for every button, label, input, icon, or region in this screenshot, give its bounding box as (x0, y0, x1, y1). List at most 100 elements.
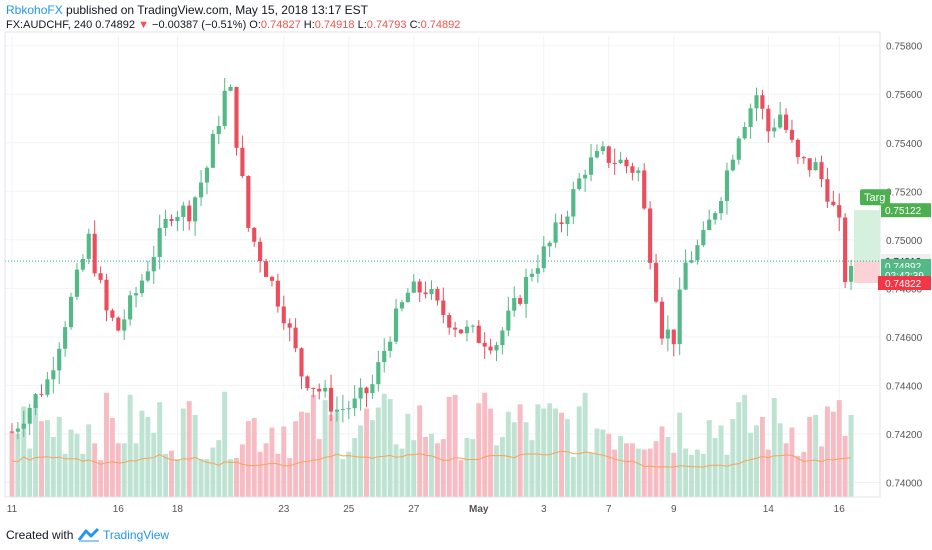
candle-body (328, 387, 334, 412)
symbol-name: FX:AUDCHF, 240 (6, 19, 93, 31)
volume-bar (671, 452, 677, 497)
volume-bar (724, 454, 730, 497)
author-link[interactable]: RbkohoFX (6, 3, 63, 17)
candle-body (819, 162, 824, 180)
x-tick-label: 16 (834, 504, 846, 515)
volume-bar (216, 440, 222, 497)
candle-body (837, 205, 842, 218)
candle-body (825, 179, 830, 202)
volume-bar (523, 422, 529, 497)
volume-bar (245, 421, 251, 497)
candlesticks (5, 77, 880, 440)
candle-body (116, 317, 121, 331)
low-label: L: (357, 19, 367, 31)
volume-bar (659, 426, 665, 497)
candle-body (571, 189, 576, 217)
candle-body (648, 208, 653, 263)
volume-moving-average (11, 450, 852, 468)
candle-body (695, 245, 700, 261)
volume-bar (624, 443, 629, 497)
candle-body (417, 281, 422, 293)
volume-bar (801, 451, 807, 497)
candle-body (689, 260, 694, 263)
candle-body (358, 387, 363, 399)
candle-body (535, 268, 540, 274)
x-tick-label: 11 (7, 504, 18, 515)
candle-body (281, 306, 286, 324)
volume-bar (824, 406, 830, 497)
volume-bar (559, 412, 564, 497)
volume-bar (541, 408, 547, 497)
volume-bar (157, 402, 163, 497)
candle-body (707, 219, 712, 231)
candle-body (139, 280, 145, 294)
x-tick-label: 18 (172, 504, 184, 515)
volume-bar (754, 425, 759, 497)
candle-body (376, 362, 381, 385)
volume-bar (352, 438, 358, 497)
candle-body (181, 205, 186, 218)
candle-body (606, 146, 611, 163)
position-tool[interactable] (854, 210, 880, 283)
volume-bar (115, 443, 121, 497)
volume-bar (570, 456, 576, 497)
candle-body (198, 182, 204, 198)
volume-bar (742, 394, 748, 497)
candle-body (388, 341, 393, 351)
volume-bar (517, 404, 523, 497)
volume-bar (689, 454, 694, 497)
y-tick-label: 0.74400 (886, 381, 923, 392)
publish-info: RbkohoFX published on TradingView.com, M… (6, 3, 368, 17)
volume-bar (736, 402, 742, 497)
candle-body (240, 147, 245, 176)
candle-body (801, 157, 806, 159)
volume-bar (358, 425, 364, 497)
volume-bar (535, 404, 541, 497)
candle-body (659, 301, 665, 339)
candle-body (21, 423, 26, 429)
candle-body (275, 280, 280, 307)
x-tick-label: 9 (671, 504, 677, 515)
candle-body (624, 159, 629, 167)
candle-body (33, 394, 38, 408)
volume-bar (759, 416, 765, 497)
volume-bar (127, 394, 133, 497)
candle-body (110, 310, 115, 318)
candle-body (222, 90, 227, 127)
volume-bar (494, 445, 499, 497)
candle-body (68, 296, 74, 328)
candle-body (216, 126, 221, 135)
candle-body (429, 289, 434, 295)
target-flag-box (860, 189, 890, 206)
volume-bar (251, 418, 257, 497)
volume-bar (340, 459, 346, 497)
volume-bar (15, 433, 21, 497)
volume-bar (257, 451, 263, 497)
volume-bar (364, 408, 369, 497)
y-tick-label: 0.74200 (886, 430, 923, 441)
price-chart[interactable]: 0.740000.742000.744000.746000.748000.750… (0, 0, 932, 519)
candle-body (80, 258, 85, 270)
price-label-box-stop (881, 275, 931, 290)
chart-grid (5, 36, 880, 497)
candle-body (74, 269, 80, 297)
volume-bar (789, 427, 795, 497)
candle-body (778, 114, 783, 128)
volume-bar (446, 396, 452, 497)
candle-body (754, 95, 759, 109)
tradingview-brand-link[interactable]: TradingView (103, 528, 170, 542)
candle-body (618, 159, 623, 164)
volume-bar (647, 448, 653, 497)
candle-body (476, 325, 481, 343)
candle-body (258, 241, 263, 262)
volume-bar (848, 414, 854, 497)
volume-bar (458, 460, 464, 497)
candle-body (299, 348, 304, 377)
candle-body (518, 298, 523, 304)
target-flag-label: Targ (864, 192, 885, 204)
candle-body (228, 86, 233, 91)
volume-bar (700, 453, 706, 497)
candle-body (340, 408, 345, 410)
candle-body (352, 398, 357, 409)
